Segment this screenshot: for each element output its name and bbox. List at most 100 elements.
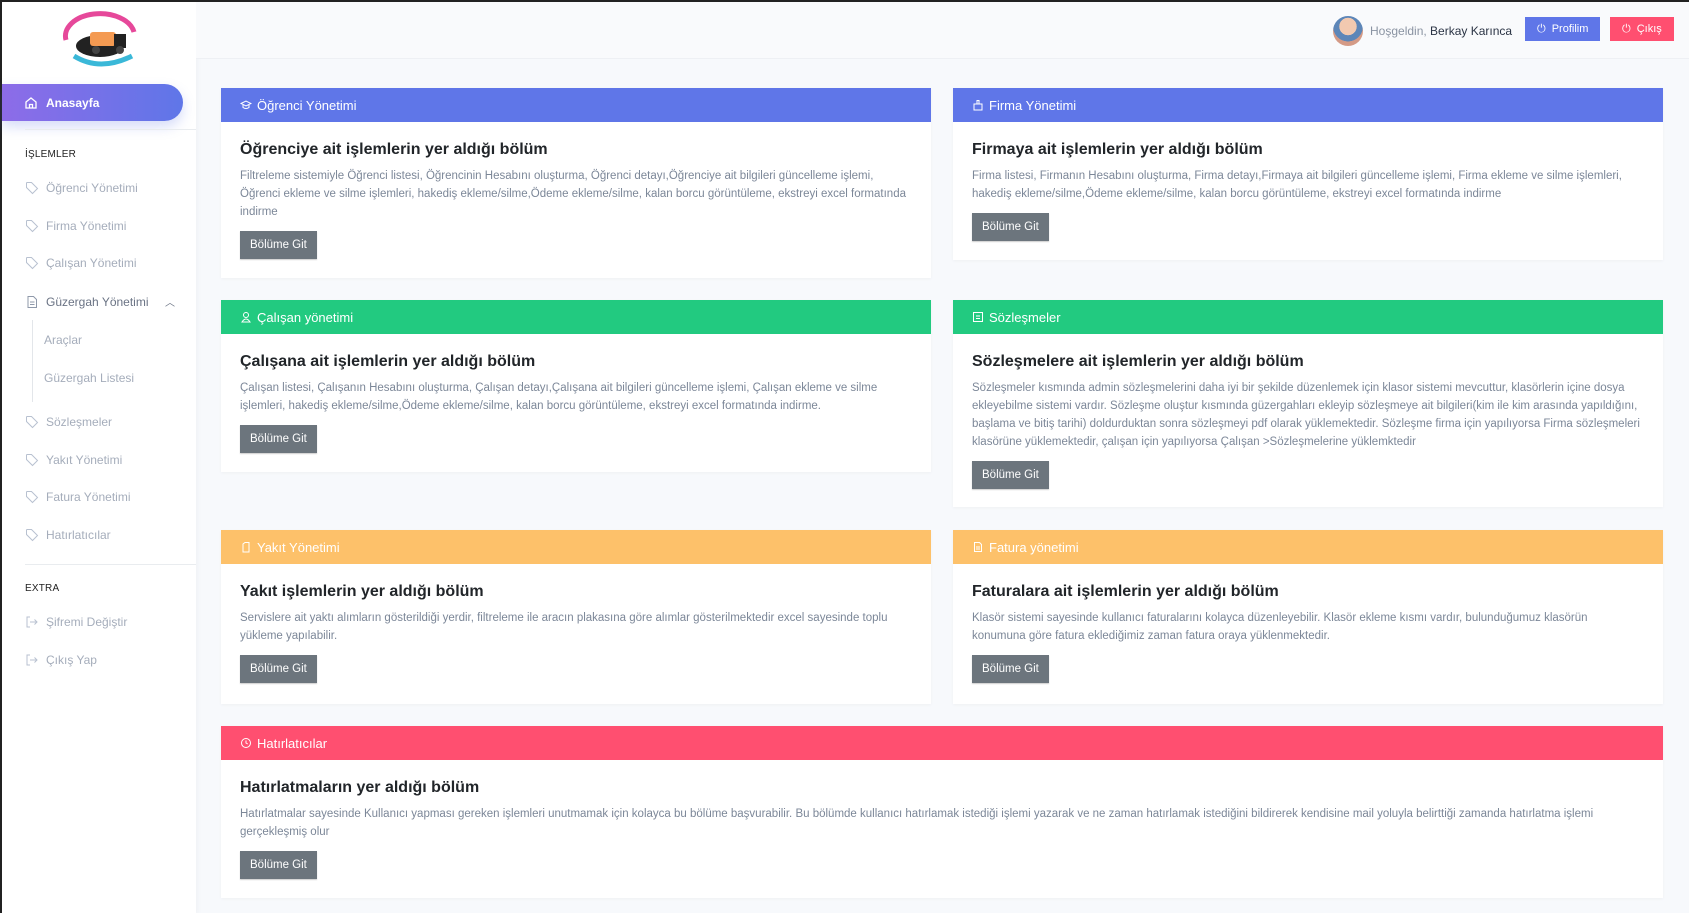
sidebar-item-sozlesmeler[interactable]: Sözleşmeler [25,415,112,429]
sidebar-subitem-araclar[interactable]: Araçlar [44,333,83,347]
card-title: Öğrenciye ait işlemlerin yer aldığı bölü… [240,141,548,158]
logo[interactable] [54,10,144,72]
card-header: Hatırlatıcılar [221,726,1663,760]
sidebar-item-label: Firma Yönetimi [46,219,127,233]
card-firma: Firma Yönetimi Firmaya ait işlemlerin ye… [953,88,1663,260]
divider [25,564,196,565]
card-description: Filtreleme sistemiyle Öğrenci listesi, Ö… [240,170,906,218]
sidebar-item-sifre[interactable]: Şifremi Değiştir [25,615,127,629]
card-hatirlaticilar: Hatırlatıcılar Hatırlatmaların yer aldığ… [221,726,1663,898]
go-section-button[interactable]: Bölüme Git [240,851,317,879]
card-header: Sözleşmeler [953,300,1663,334]
sidebar-item-fatura[interactable]: Fatura Yönetimi [25,490,131,504]
submenu-line [32,320,33,402]
card-title: Firmaya ait işlemlerin yer aldığı bölüm [972,141,1263,158]
profile-button[interactable]: ⏻ Profilim [1525,17,1601,41]
card-header-title: Fatura yönetimi [989,539,1079,555]
card-yakit: Yakıt Yönetimi Yakıt işlemlerin yer aldı… [221,530,931,704]
tag-icon [26,529,39,542]
card-ogrenci: Öğrenci Yönetimi Öğrenciye ait işlemleri… [221,88,931,278]
tag-icon [26,416,39,429]
go-section-button[interactable]: Bölüme Git [240,655,317,683]
sidebar-item-firma[interactable]: Firma Yönetimi [25,219,126,233]
logout-button[interactable]: ⏻ Çıkış [1610,17,1674,41]
power-icon: ⏻ [1622,22,1631,35]
card-header-title: Öğrenci Yönetimi [257,97,357,113]
card-header: Firma Yönetimi [953,88,1663,122]
user-icon [241,312,251,323]
sidebar-item-label: Çıkış Yap [46,653,97,667]
logout-icon [26,654,38,666]
go-section-button[interactable]: Bölüme Git [240,231,317,259]
card-header-title: Yakıt Yönetimi [257,539,340,555]
card-header-title: Hatırlatıcılar [257,735,328,751]
go-section-button[interactable]: Bölüme Git [240,425,317,453]
greeting: Hoşgeldin, Berkay Karınca [1370,24,1512,38]
greeting-text: Hoşgeldin, [1370,24,1427,38]
profile-label: Profilim [1551,23,1589,35]
logout-icon [26,616,38,628]
card-calisan: Çalışan yönetimi Çalışana ait işlemlerin… [221,300,931,472]
card-title: Yakıt işlemlerin yer aldığı bölüm [240,583,484,600]
card-description: Hatırlatmalar sayesinde Kullanıcı yapmas… [240,808,1594,838]
card-description: Servislere ait yaktı alımların gösterild… [240,612,888,642]
power-icon: ⏻ [1537,22,1546,35]
go-section-button[interactable]: Bölüme Git [972,655,1049,683]
card-header: Öğrenci Yönetimi [221,88,931,122]
divider [25,129,196,130]
go-section-button[interactable]: Bölüme Git [972,461,1049,489]
card-description: Çalışan listesi, Çalışanın Hesabını oluş… [240,382,878,412]
file-icon [27,295,37,308]
sidebar-item-label: Fatura Yönetimi [46,490,131,504]
card-header-title: Çalışan yönetimi [257,309,354,325]
card-header: Yakıt Yönetimi [221,530,931,564]
card-header: Fatura yönetimi [953,530,1663,564]
sidebar-item-hatirlaticilar[interactable]: Hatırlatıcılar [25,528,111,542]
document-icon [973,312,983,322]
section-heading: EXTRA [25,583,60,594]
sidebar-item-label: Çalışan Yönetimi [46,256,137,270]
avatar[interactable] [1333,16,1363,46]
tag-icon [26,182,39,195]
home-icon [25,96,37,109]
graduation-cap-icon [240,100,252,109]
tag-icon [26,220,39,233]
tag-icon [26,491,39,504]
card-description: Klasör sistemi sayesinde kullanıcı fatur… [972,612,1588,642]
sidebar-item-ogrenci[interactable]: Öğrenci Yönetimi [25,181,138,195]
card-sozlesmeler: Sözleşmeler Sözleşmelere ait işlemlerin … [953,300,1663,507]
card-title: Çalışana ait işlemlerin yer aldığı bölüm [240,353,536,370]
card-title: Sözleşmelere ait işlemlerin yer aldığı b… [972,353,1304,370]
top-header [196,2,1689,59]
logout-label: Çıkış [1636,23,1662,35]
card-header-title: Firma Yönetimi [989,97,1077,113]
sidebar-item-label: Sözleşmeler [46,415,113,429]
sidebar: Anasayfa İŞLEMLER Öğrenci Yönetimi Firma… [2,2,196,913]
sidebar-item-cikis[interactable]: Çıkış Yap [25,653,97,667]
sidebar-subitem-guzergah-listesi[interactable]: Güzergah Listesi [44,371,135,385]
sidebar-item-guzergah[interactable]: Güzergah Yönetimi ︿ [25,294,175,309]
sidebar-item-label: Şifremi Değiştir [46,615,128,629]
sidebar-item-label: Yakıt Yönetimi [46,453,123,467]
tag-icon [26,257,39,270]
invoice-icon [974,542,982,552]
sidebar-item-label: Anasayfa [46,95,100,110]
sidebar-item-yakit[interactable]: Yakıt Yönetimi [25,453,122,467]
card-description: Firma listesi, Firmanın Hesabını oluştur… [972,170,1622,200]
chevron-up-icon[interactable]: ︿ [165,298,175,309]
card-title: Hatırlatmaların yer aldığı bölüm [240,779,480,796]
sidebar-item-calisan[interactable]: Çalışan Yönetimi [25,256,137,270]
go-section-button[interactable]: Bölüme Git [972,213,1049,241]
section-heading: İŞLEMLER [25,149,77,160]
clock-icon [241,738,251,748]
sidebar-item-label: Öğrenci Yönetimi [46,181,138,195]
card-header-title: Sözleşmeler [989,309,1061,325]
card-title: Faturalara ait işlemlerin yer aldığı böl… [972,583,1279,600]
sidebar-item-home[interactable]: Anasayfa [2,84,183,121]
fuel-can-icon [242,542,250,553]
sidebar-item-label: Güzergah Yönetimi [46,294,149,309]
tag-icon [26,454,39,467]
sidebar-item-label: Hatırlatıcılar [46,528,111,542]
card-fatura: Fatura yönetimi Faturalara ait işlemleri… [953,530,1663,704]
user-name: Berkay Karınca [1430,24,1513,38]
